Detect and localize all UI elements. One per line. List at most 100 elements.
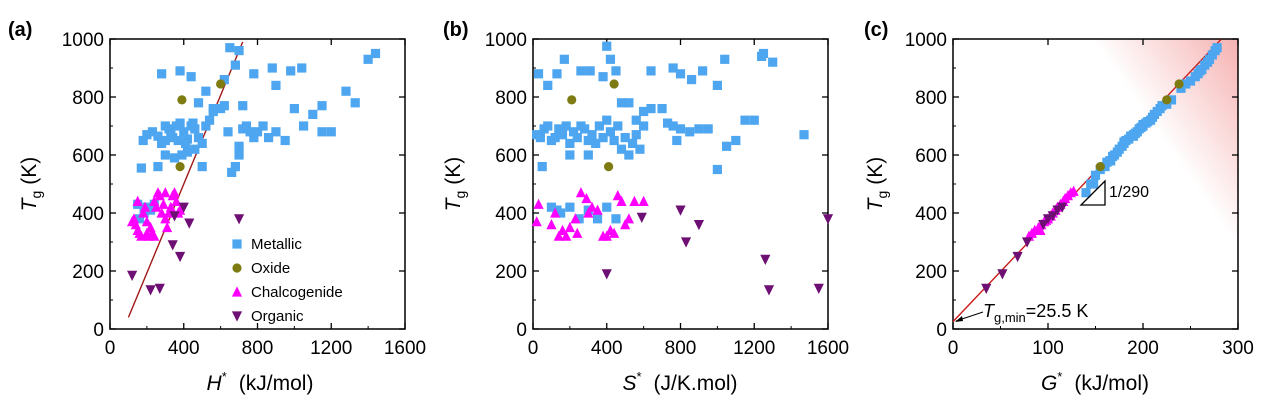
data-point <box>675 69 686 79</box>
data-point <box>175 118 185 128</box>
data-point <box>668 121 678 131</box>
data-point <box>267 63 277 73</box>
data-point <box>546 219 557 230</box>
data-point <box>197 138 207 148</box>
data-point <box>193 133 204 143</box>
data-point <box>537 162 547 172</box>
x-tick-label: 1200 <box>733 338 775 359</box>
data-point <box>675 205 686 216</box>
data-point <box>543 80 553 90</box>
y-tick-label: 600 <box>495 146 527 167</box>
data-point <box>188 118 198 128</box>
data-point <box>175 162 185 172</box>
data-point <box>602 41 612 51</box>
axes: 0 400 800 1200 1600 0 200 400 600 800 1000 <box>62 30 426 359</box>
data-point <box>1174 79 1184 89</box>
data-point <box>1095 162 1105 172</box>
legend-item: Metallic <box>232 236 302 253</box>
y-tick-label: 600 <box>915 146 947 167</box>
data-point <box>616 195 627 206</box>
y-tick-label: 200 <box>915 262 947 283</box>
data-point <box>997 269 1008 280</box>
data-point <box>740 115 750 125</box>
x-tick-label: 0 <box>528 338 539 359</box>
data-point <box>639 106 649 117</box>
data-point <box>1090 170 1101 180</box>
data-point <box>749 115 759 125</box>
data-point <box>298 121 309 131</box>
data-point <box>602 115 612 125</box>
y-tick-label: 0 <box>516 320 527 341</box>
data-point <box>234 141 244 151</box>
data-point <box>561 230 572 241</box>
data-point <box>241 121 252 131</box>
data-point <box>174 251 186 263</box>
y-tick-label: 200 <box>495 262 527 283</box>
data-point <box>233 214 245 225</box>
data-point <box>1012 251 1023 263</box>
series-organic <box>981 202 1068 294</box>
data-point <box>585 66 595 76</box>
data-point <box>1106 156 1116 166</box>
data-point <box>169 187 180 198</box>
series-metallic <box>133 43 381 224</box>
x-tick-label: 400 <box>591 338 623 359</box>
data-point <box>370 48 381 59</box>
data-point <box>166 130 176 140</box>
data-point <box>160 135 170 146</box>
data-point <box>201 121 211 131</box>
data-point <box>180 138 191 148</box>
data-point <box>554 124 564 134</box>
data-point <box>624 98 634 108</box>
data-point <box>179 127 189 137</box>
data-point <box>601 230 612 241</box>
data-point <box>141 216 152 227</box>
data-point <box>598 72 608 82</box>
data-points <box>127 43 381 296</box>
data-point <box>635 144 645 154</box>
data-point <box>127 270 138 281</box>
data-point <box>760 254 771 265</box>
data-point <box>1081 188 1091 198</box>
data-point <box>204 115 215 125</box>
data-point <box>1185 76 1196 86</box>
legend-marker <box>231 286 243 297</box>
y-tick-label: 400 <box>915 204 947 225</box>
x-tick-label: 0 <box>105 338 116 359</box>
y-axis-label: Tg(K) <box>442 157 468 212</box>
data-point <box>609 227 620 238</box>
data-point <box>1038 220 1049 231</box>
data-point <box>657 104 667 114</box>
data-point <box>173 135 183 146</box>
data-point <box>646 104 656 114</box>
data-point <box>1181 79 1191 89</box>
x-tick-label: 400 <box>168 338 200 359</box>
y-tick-label: 800 <box>915 88 947 109</box>
series-organic <box>127 202 245 296</box>
data-point <box>147 127 158 137</box>
data-point <box>249 133 259 143</box>
y-tick-label: 0 <box>936 320 947 341</box>
data-point <box>1035 224 1046 235</box>
x-tick-label: 1600 <box>807 338 849 359</box>
data-point <box>605 54 616 64</box>
series-chalcogenide <box>127 187 186 241</box>
panel-label: (c) <box>864 19 888 41</box>
data-point <box>712 80 722 90</box>
plot-frame <box>532 38 829 330</box>
data-point <box>662 118 673 128</box>
data-point <box>616 144 627 154</box>
data-points <box>531 41 834 296</box>
legend-marker <box>231 311 243 322</box>
data-point <box>768 57 778 67</box>
data-point <box>165 201 176 212</box>
data-point <box>154 283 165 294</box>
data-point <box>219 75 229 85</box>
y-tick-label: 1000 <box>905 30 947 51</box>
data-point <box>616 98 627 108</box>
y-tick-label: 400 <box>72 204 104 225</box>
data-point <box>201 86 211 96</box>
x-axis-label: G* (kJ/mol) <box>1041 369 1149 395</box>
data-point <box>139 201 151 212</box>
y-tick-label: 1000 <box>485 30 527 51</box>
